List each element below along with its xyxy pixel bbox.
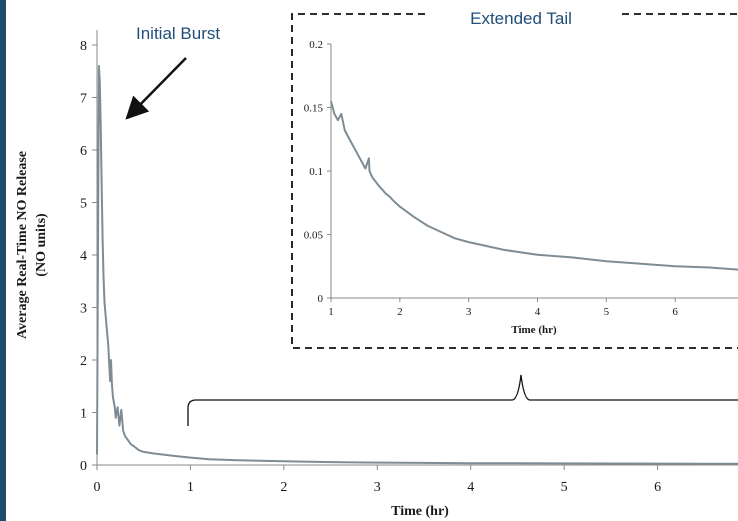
main-x-tick-label: 1 xyxy=(187,480,194,495)
main-series-line xyxy=(96,65,738,465)
inset-series-line xyxy=(330,100,738,271)
main-y-tick-label: 7 xyxy=(80,91,87,106)
inset-x-tick-label: 5 xyxy=(604,306,610,318)
inset-x-tick-label: 2 xyxy=(397,306,403,318)
inset-x-tick-label: 1 xyxy=(328,306,334,318)
extended-tail-bracket xyxy=(187,374,738,426)
inset-y-tick-label: 0.1 xyxy=(309,166,323,178)
initial-burst-label: Initial Burst xyxy=(136,24,220,43)
initial-burst-arrow xyxy=(125,57,187,120)
main-x-tick-label: 3 xyxy=(374,480,381,495)
main-y-tick-label: 4 xyxy=(80,249,87,264)
inset-ticks: 1 2 3 4 5 6 0 0.05 0.1 0.15 0.2 xyxy=(304,39,679,318)
main-y-tick-label: 1 xyxy=(80,406,87,421)
main-x-tick-label: 4 xyxy=(467,480,474,495)
inset-y-tick-label: 0.05 xyxy=(304,229,324,241)
main-y-tick-label: 6 xyxy=(80,144,87,159)
main-x-axis-title: Time (hr) xyxy=(391,504,449,519)
extended-tail-label: Extended Tail xyxy=(470,9,572,28)
main-y-tick-label: 8 xyxy=(80,39,87,54)
main-y-tick-label: 0 xyxy=(80,459,87,474)
main-y-tick-label: 2 xyxy=(80,354,87,369)
main-y-axis-title: Average Real-Time NO Release xyxy=(15,151,30,339)
main-x-tick-label: 5 xyxy=(561,480,568,495)
left-accent-bar xyxy=(0,0,6,521)
main-y-tick-label: 3 xyxy=(80,301,87,316)
inset-x-axis-title: Time (hr) xyxy=(511,324,557,336)
inset-y-tick-label: 0.15 xyxy=(304,102,324,114)
inset-frame xyxy=(291,13,738,349)
inset-x-tick-label: 4 xyxy=(535,306,541,318)
inset-frame-background xyxy=(292,14,738,348)
inset-y-tick-label: 0.2 xyxy=(309,39,323,51)
inset-x-tick-label: 6 xyxy=(672,306,678,318)
inset-x-tick-label: 3 xyxy=(466,306,472,318)
main-x-tick-label: 2 xyxy=(280,480,287,495)
main-x-tick-label: 0 xyxy=(94,480,101,495)
main-y-tick-label: 5 xyxy=(80,196,87,211)
inset-y-tick-label: 0 xyxy=(318,293,324,305)
main-y-axis-title-units: (NO units) xyxy=(34,213,49,277)
main-x-tick-label: 6 xyxy=(654,480,661,495)
